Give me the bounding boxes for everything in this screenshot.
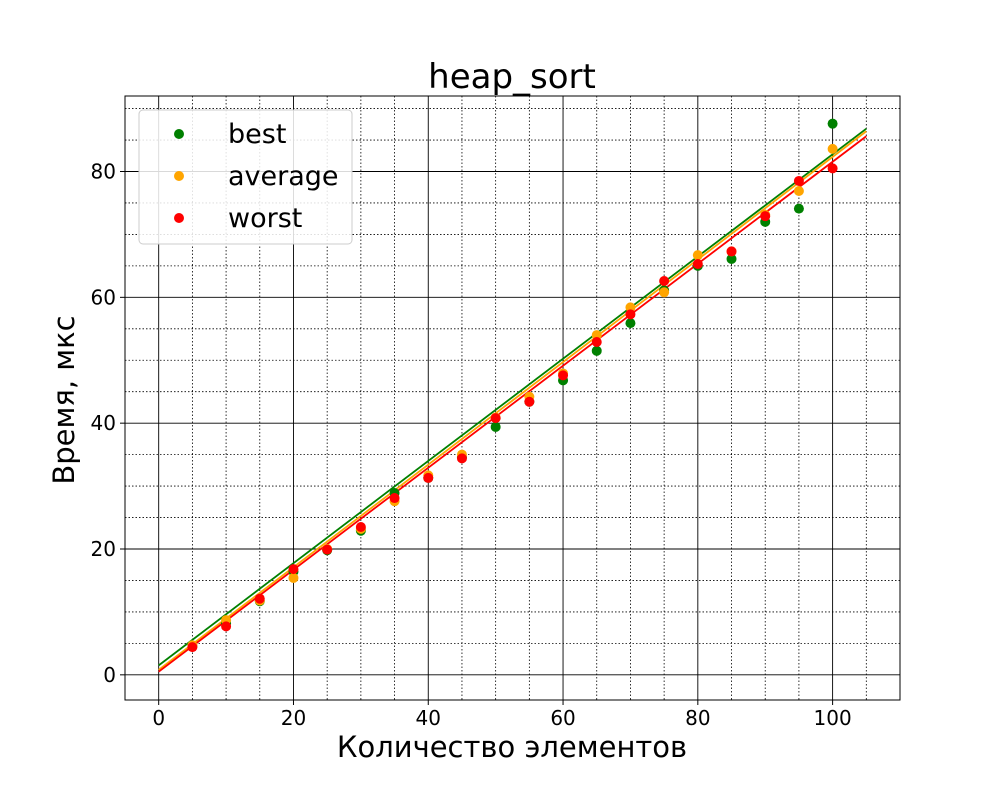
fit-line-worst (158, 135, 867, 673)
y-tick-label: 40 (91, 411, 116, 435)
point-worst (793, 175, 804, 186)
point-worst (760, 211, 771, 222)
point-average (692, 250, 703, 261)
fit-line-best (158, 127, 867, 667)
point-best (625, 318, 636, 329)
legend-label-worst: worst (228, 203, 302, 234)
legend-marker-best (174, 129, 184, 139)
point-best (793, 203, 804, 214)
legend-box (138, 109, 353, 245)
x-tick-label: 40 (416, 706, 441, 730)
point-best (827, 118, 838, 129)
point-average (288, 572, 299, 583)
y-axis-label: Время, мкс (47, 315, 81, 484)
point-worst (423, 472, 434, 483)
point-worst (692, 258, 703, 269)
x-tick-label: 0 (152, 706, 165, 730)
x-tick-label: 60 (550, 706, 575, 730)
point-worst (659, 275, 670, 286)
point-average (625, 302, 636, 313)
point-best (726, 253, 737, 264)
legend-label-average: average (228, 161, 339, 192)
y-tick-label: 0 (103, 663, 116, 687)
point-worst (288, 564, 299, 575)
point-worst (254, 593, 265, 604)
point-average (591, 330, 602, 341)
y-tick-label: 20 (91, 537, 116, 561)
point-average (793, 186, 804, 197)
y-tick-label: 80 (91, 160, 116, 184)
point-worst (726, 246, 737, 257)
legend-label-best: best (228, 119, 286, 150)
x-tick-label: 100 (814, 706, 852, 730)
legend: best average worst (138, 109, 353, 245)
chart-title: heap_sort (428, 57, 596, 97)
legend-marker-worst (174, 213, 184, 223)
axes-frame (124, 95, 901, 701)
point-worst (558, 370, 569, 381)
point-worst (322, 544, 333, 555)
data-points (187, 118, 838, 653)
point-worst (389, 493, 400, 504)
point-worst (355, 521, 366, 532)
axis-ticks: 0 20 40 60 80 100 0 20 40 60 80 (91, 160, 852, 731)
x-tick-label: 80 (685, 706, 710, 730)
point-best (490, 421, 501, 432)
point-worst (591, 337, 602, 348)
point-best (591, 345, 602, 356)
point-worst (827, 163, 838, 174)
point-average (827, 143, 838, 154)
fit-line-average (158, 130, 867, 671)
point-worst (456, 453, 467, 464)
fit-lines (158, 127, 867, 673)
x-axis-label: Количество элементов (337, 730, 687, 764)
legend-marker-average (174, 171, 184, 181)
point-worst (625, 309, 636, 320)
x-tick-label: 20 (281, 706, 306, 730)
point-worst (524, 396, 535, 407)
point-worst (490, 413, 501, 424)
point-average (659, 287, 670, 298)
point-worst (221, 621, 232, 632)
y-tick-label: 60 (91, 285, 116, 309)
point-worst (187, 642, 198, 653)
